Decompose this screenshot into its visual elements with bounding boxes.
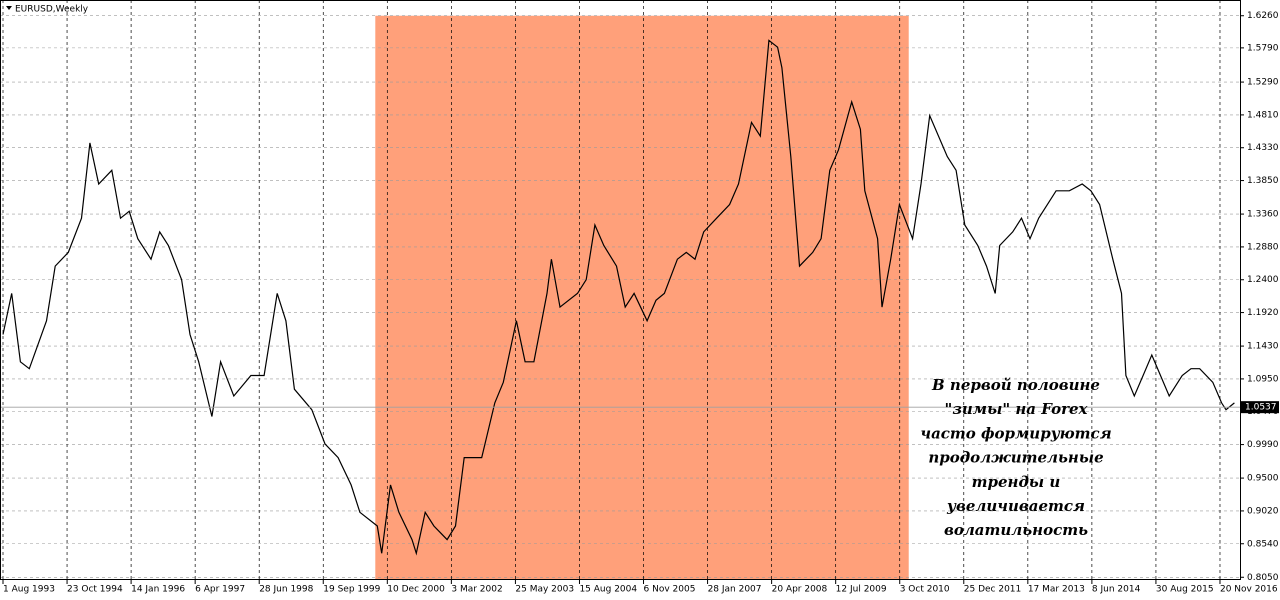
- y-tick-label: 1.3360: [1247, 210, 1279, 220]
- annotation-line: тренды и: [972, 473, 1061, 491]
- y-tick-label: 1.0950: [1247, 374, 1279, 384]
- x-tick-label: 17 Mar 2013: [1028, 585, 1085, 595]
- highlight-layer: [375, 15, 909, 580]
- chart-title: EURUSD,Weekly: [15, 5, 89, 15]
- x-tick-label: 25 Dec 2011: [964, 585, 1022, 595]
- x-tick-label: 25 May 2003: [515, 585, 574, 595]
- current-price-box: [1241, 401, 1279, 414]
- annotation-line: "зимы" на Forex: [945, 400, 1089, 418]
- x-tick-label: 28 Jun 1998: [259, 585, 313, 595]
- x-tick-label: 6 Nov 2005: [644, 585, 696, 595]
- x-tick-label: 15 Aug 2004: [579, 585, 637, 595]
- x-tick-label: 12 Jul 2009: [836, 585, 887, 595]
- y-tick-label: 0.9500: [1247, 474, 1279, 484]
- grid-layer: [0, 0, 1240, 580]
- y-tick-label: 1.5790: [1247, 43, 1279, 53]
- x-tick-label: 3 Oct 2010: [900, 585, 950, 595]
- highlight-band: [375, 15, 909, 580]
- x-tick-label: 10 Dec 2000: [387, 585, 445, 595]
- y-tick-label: 1.4330: [1247, 143, 1279, 153]
- x-tick-label: 8 Jun 2014: [1092, 585, 1141, 595]
- annotation-line: часто формируются: [920, 424, 1111, 442]
- y-tick-label: 0.8540: [1247, 539, 1279, 549]
- y-tick-label: 1.6260: [1247, 11, 1279, 21]
- y-tick-label: 0.8050: [1247, 573, 1279, 583]
- x-tick-label: 6 Apr 1997: [195, 585, 245, 595]
- y-tick-label: 1.1920: [1247, 308, 1279, 318]
- y-tick-label: 1.3850: [1247, 176, 1279, 186]
- x-tick-label: 20 Nov 2016: [1220, 585, 1278, 595]
- x-tick-label: 19 Sep 1999: [323, 585, 380, 595]
- annotation-line: волатильность: [944, 521, 1088, 539]
- y-tick-label: 1.2400: [1247, 275, 1279, 285]
- x-tick-label: 3 Mar 2002: [451, 585, 502, 595]
- y-tick-label: 1.5290: [1247, 78, 1279, 88]
- plot-border: [0, 0, 1241, 580]
- x-tick-label: 28 Jan 2007: [708, 585, 762, 595]
- x-tick-label: 1 Aug 1993: [3, 585, 55, 595]
- x-tick-label: 20 Apr 2008: [772, 585, 828, 595]
- y-tick-label: 0.9020: [1247, 506, 1279, 516]
- y-tick-label: 1.1430: [1247, 342, 1279, 352]
- axis-layer: 1.6260 1.5790 1.5290 1.4810 1.4330 1.3850 1.33…: [0, 11, 1279, 595]
- current-price-label: 1.0537: [1245, 403, 1277, 413]
- annotation-line: увеличивается: [946, 497, 1085, 515]
- y-tick-label: 1.4810: [1247, 110, 1279, 120]
- x-tick-label: 30 Aug 2015: [1156, 585, 1214, 595]
- title-arrow: [6, 6, 12, 10]
- y-tick-label: 0.9990: [1247, 440, 1279, 450]
- annotation-line: продолжительные: [928, 449, 1103, 467]
- y-tick-label: 1.2880: [1247, 242, 1279, 252]
- x-tick-label: 14 Jan 1996: [131, 585, 185, 595]
- annotation-line: В первой половине: [931, 376, 1100, 394]
- x-tick-label: 23 Oct 1994: [67, 585, 123, 595]
